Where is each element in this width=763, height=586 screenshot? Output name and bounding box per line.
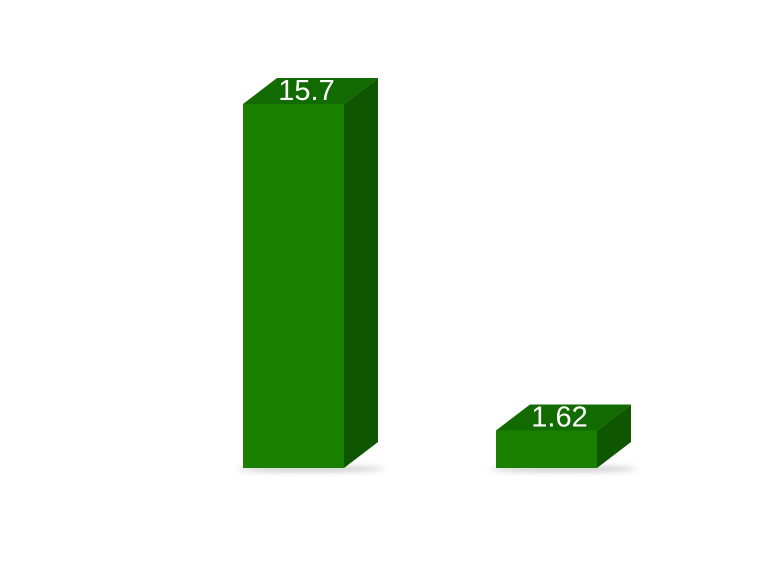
data-labels-layer: 15.7 1.62: [278, 75, 587, 433]
bar-top-face: [496, 404, 631, 431]
data-label: 15.7: [278, 75, 334, 107]
bar-front-face: [496, 430, 597, 468]
bar-2: [490, 404, 637, 472]
bar-front-face: [243, 104, 344, 468]
bar-side-face: [597, 404, 631, 468]
bars-layer: [237, 78, 637, 472]
bar-1: [237, 78, 384, 472]
data-label: 1.62: [531, 401, 587, 433]
bar-top-face: [243, 78, 378, 104]
bar-side-face: [344, 78, 378, 468]
